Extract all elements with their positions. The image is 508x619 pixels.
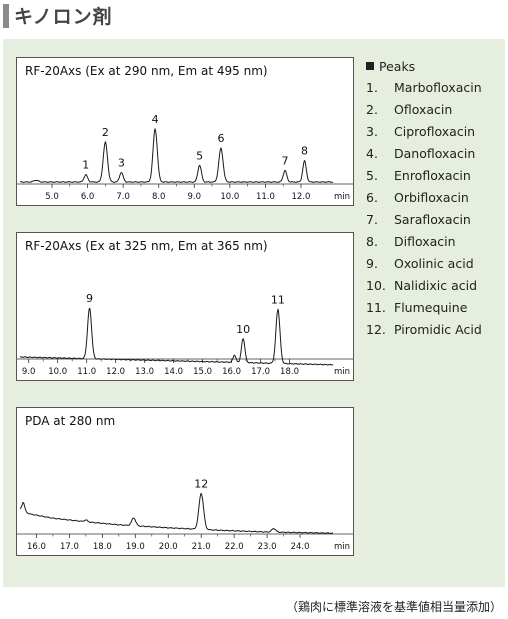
x-tick-label: 23.0 bbox=[258, 542, 277, 552]
peak-label: 9 bbox=[86, 292, 93, 305]
legend-header-label: Peaks bbox=[379, 59, 416, 74]
chromatogram-chart-1: 5.0 6.0 7.0 8.0 9.0 10.0 11.0 12.0 min 1 2 3 4 5 6 7 8 R… bbox=[16, 57, 354, 206]
peak-label: 11 bbox=[271, 294, 285, 307]
legend-item-number: 10. bbox=[366, 278, 386, 293]
chromatogram-trace bbox=[19, 127, 334, 183]
x-tick-label: 19.0 bbox=[126, 542, 145, 552]
legend-item-number: 7. bbox=[366, 212, 378, 227]
legend-item: 8. Difloxacin bbox=[366, 231, 482, 253]
legend-item: 7. Sarafloxacin bbox=[366, 209, 482, 231]
x-tick-label: 17.0 bbox=[251, 367, 270, 377]
legend-item-name: Marbofloxacin bbox=[394, 80, 482, 95]
legend-item-name: Oxolinic acid bbox=[394, 256, 474, 271]
legend-item-name: Orbifloxacin bbox=[394, 190, 469, 205]
chromatogram-chart-2: 9.0 10.0 11.0 12.0 13.0 14.0 15.0 16.0 17.0 18.0 m… bbox=[16, 232, 354, 381]
peak-label: 3 bbox=[118, 157, 125, 170]
peak-label: 6 bbox=[217, 132, 224, 145]
peak-label: 12 bbox=[194, 478, 208, 491]
x-tick-label: 11.0 bbox=[77, 367, 96, 377]
x-tick-label: 21.0 bbox=[192, 542, 211, 552]
legend-item-name: Ofloxacin bbox=[394, 102, 453, 117]
legend-item-number: 11. bbox=[366, 300, 386, 315]
footnote: （鶏肉に標準溶液を基準値相当量添加） bbox=[285, 600, 502, 614]
legend-item-name: Nalidixic acid bbox=[394, 278, 478, 293]
peak-label: 5 bbox=[196, 149, 203, 162]
legend-item: 3. Ciprofloxacin bbox=[366, 121, 482, 143]
x-tick-label: 11.0 bbox=[256, 192, 275, 202]
peaks-legend: Peaks 1. Marbofloxacin 2. Ofloxacin 3. Ciprof… bbox=[366, 57, 482, 341]
legend-item: 11. Flumequine bbox=[366, 297, 482, 319]
x-tick-label: 10.0 bbox=[220, 192, 239, 202]
chart-title: PDA at 280 nm bbox=[25, 414, 116, 428]
x-tick-label: 9.0 bbox=[22, 367, 36, 377]
legend-item: 4. Danofloxacin bbox=[366, 143, 482, 165]
chromatogram-trace bbox=[19, 492, 334, 534]
square-bullet-icon bbox=[366, 62, 374, 70]
legend-item-number: 4. bbox=[366, 146, 378, 161]
legend-item: 1. Marbofloxacin bbox=[366, 77, 482, 99]
chromatogram-plot-1: 5.0 6.0 7.0 8.0 9.0 10.0 11.0 12.0 min 1 2 3 4 5 6 78 bbox=[17, 113, 353, 202]
title-accent-bar bbox=[3, 4, 9, 28]
legend-item-name: Flumequine bbox=[394, 300, 468, 315]
x-tick-label: 13.0 bbox=[135, 367, 154, 377]
x-tick-label: 6.0 bbox=[81, 192, 95, 202]
chromatogram-plot-3: 16.0 17.0 18.0 19.0 20.0 21.0 22.0 23.0 24.0 min 1… bbox=[17, 478, 353, 552]
legend-item-number: 2. bbox=[366, 102, 378, 117]
chromatogram-chart-3: 16.0 17.0 18.0 19.0 20.0 21.0 22.0 23.0 24.0 min 1… bbox=[16, 407, 354, 556]
legend-item-number: 3. bbox=[366, 124, 378, 139]
legend-item: 5. Enrofloxacin bbox=[366, 165, 482, 187]
legend-header: Peaks bbox=[366, 57, 482, 77]
peak-label: 1 bbox=[82, 159, 89, 172]
chart-title: RF-20Axs (Ex at 290 nm, Em at 495 nm) bbox=[25, 64, 268, 78]
x-tick-label: 7.0 bbox=[116, 192, 130, 202]
legend-item-name: Enrofloxacin bbox=[394, 168, 471, 183]
legend-item-number: 9. bbox=[366, 256, 378, 271]
x-tick-label: 12.0 bbox=[106, 367, 125, 377]
x-tick-label: 5.0 bbox=[45, 192, 59, 202]
legend-item-number: 12. bbox=[366, 322, 386, 337]
legend-item-name: Ciprofloxacin bbox=[394, 124, 476, 139]
chart-title: RF-20Axs (Ex at 325 nm, Em at 365 nm) bbox=[25, 239, 268, 253]
legend-list: 1. Marbofloxacin 2. Ofloxacin 3. Ciprofloxaci… bbox=[366, 77, 482, 341]
legend-item-number: 1. bbox=[366, 80, 378, 95]
legend-item-name: Difloxacin bbox=[394, 234, 456, 249]
x-tick-label: 16.0 bbox=[27, 542, 46, 552]
legend-item-number: 6. bbox=[366, 190, 378, 205]
legend-item: 9. Oxolinic acid bbox=[366, 253, 482, 275]
legend-item: 12. Piromidic Acid bbox=[366, 319, 482, 341]
peak-label: 2 bbox=[102, 126, 109, 139]
peak-label: 7 bbox=[281, 154, 288, 167]
peak-label: 8 bbox=[301, 145, 308, 158]
legend-item-number: 8. bbox=[366, 234, 378, 249]
peak-label: 10 bbox=[236, 323, 250, 336]
x-tick-label: 12.0 bbox=[292, 192, 311, 202]
x-tick-label: 8.0 bbox=[152, 192, 166, 202]
x-tick-label: 22.0 bbox=[225, 542, 244, 552]
legend-item-name: Piromidic Acid bbox=[394, 322, 482, 337]
legend-item-name: Danofloxacin bbox=[394, 146, 476, 161]
page-title: キノロン剤 bbox=[14, 6, 113, 28]
chromatogram-trace bbox=[19, 307, 334, 366]
x-tick-label: 18.0 bbox=[93, 542, 112, 552]
peak-label: 4 bbox=[152, 113, 159, 126]
x-tick-label: 17.0 bbox=[60, 542, 79, 552]
legend-item: 2. Ofloxacin bbox=[366, 99, 482, 121]
legend-item-name: Sarafloxacin bbox=[394, 212, 471, 227]
legend-item-number: 5. bbox=[366, 168, 378, 183]
x-axis-unit: min bbox=[334, 367, 350, 377]
x-tick-label: 16.0 bbox=[222, 367, 241, 377]
legend-item: 6. Orbifloxacin bbox=[366, 187, 482, 209]
x-tick-label: 15.0 bbox=[193, 367, 212, 377]
legend-item: 10. Nalidixic acid bbox=[366, 275, 482, 297]
x-axis-unit: min bbox=[334, 542, 350, 552]
x-tick-label: 9.0 bbox=[188, 192, 202, 202]
chromatogram-plot-2: 9.0 10.0 11.0 12.0 13.0 14.0 15.0 16.0 17.0 18.0 m… bbox=[17, 292, 353, 377]
x-tick-label: 14.0 bbox=[164, 367, 183, 377]
x-axis-unit: min bbox=[334, 192, 350, 202]
x-tick-label: 20.0 bbox=[159, 542, 178, 552]
x-tick-label: 24.0 bbox=[291, 542, 310, 552]
x-tick-label: 10.0 bbox=[48, 367, 67, 377]
x-tick-label: 18.0 bbox=[280, 367, 299, 377]
